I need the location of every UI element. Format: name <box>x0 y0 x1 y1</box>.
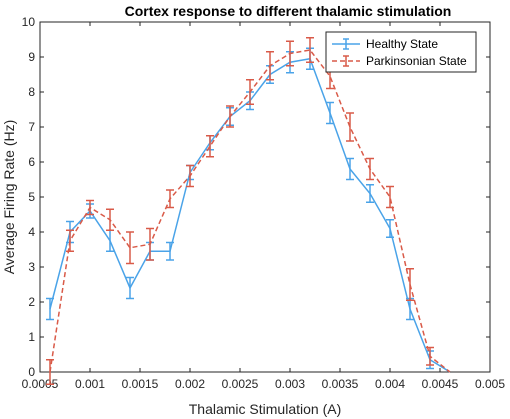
x-axis-label: Thalamic Stimulation (A) <box>189 401 342 417</box>
series-layer <box>46 37 451 385</box>
y-tick-label: 6 <box>28 155 35 169</box>
y-tick-label: 4 <box>28 225 35 239</box>
x-tick-label: 0.003 <box>275 377 305 391</box>
y-tick-label: 1 <box>28 330 35 344</box>
legend-item: Parkinsonian State <box>332 54 467 68</box>
x-tick-label: 0.001 <box>75 377 105 391</box>
y-tick-label: 8 <box>28 85 35 99</box>
legend: Healthy State Parkinsonian State <box>325 31 477 73</box>
x-tick-label: 0.004 <box>375 377 405 391</box>
y-tick-label: 0 <box>28 365 35 379</box>
legend-item: Healthy State <box>332 37 438 51</box>
x-tick-label: 0.002 <box>175 377 205 391</box>
legend-box <box>325 31 477 73</box>
x-tick-label: 0.0045 <box>422 377 459 391</box>
x-tick-label: 0.0035 <box>322 377 359 391</box>
plot-area <box>39 21 491 373</box>
y-tick-label: 2 <box>28 295 35 309</box>
x-tick-label: 0.0015 <box>122 377 159 391</box>
y-tick-label: 10 <box>22 15 36 29</box>
series-parkinsonian <box>46 37 451 385</box>
chart-title: Cortex response to different thalamic st… <box>125 3 452 19</box>
x-tick-label: 0.0025 <box>222 377 259 391</box>
x-tick-label: 0.005 <box>475 377 505 391</box>
legend-label: Parkinsonian State <box>366 54 467 68</box>
y-tick-label: 9 <box>28 50 35 64</box>
y-axis-label: Average Firing Rate (Hz) <box>1 120 17 275</box>
y-tick-label: 3 <box>28 260 35 274</box>
tick-layer: 0.0005 0.001 0.0015 0.002 0.0025 0.003 0.0035 0… <box>22 15 506 391</box>
y-tick-label: 5 <box>28 190 35 204</box>
y-tick-label: 7 <box>28 120 35 134</box>
legend-label: Healthy State <box>366 37 438 51</box>
